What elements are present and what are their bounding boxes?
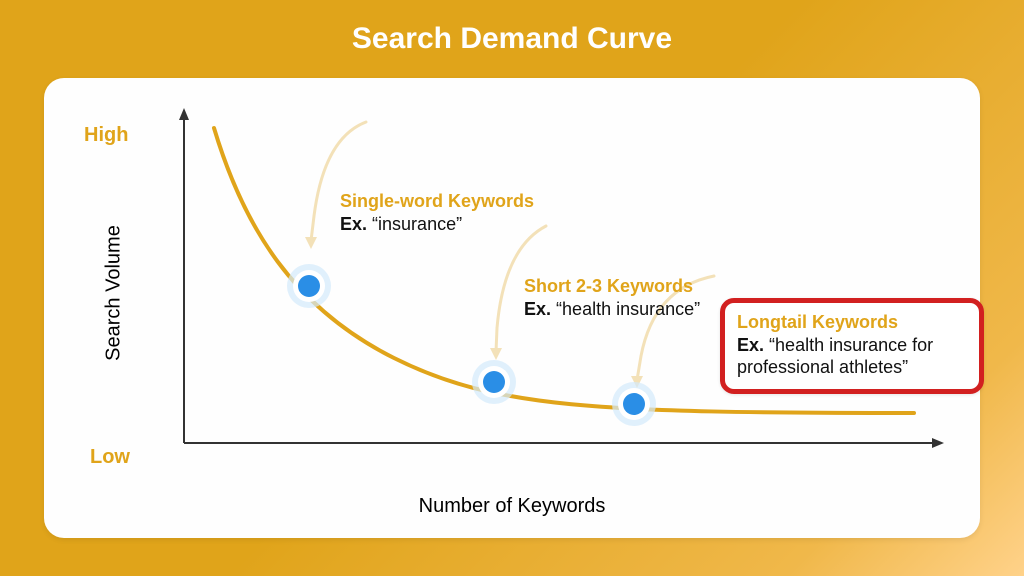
example-text: “insurance”: [372, 214, 462, 234]
chart-area: High Low Search Volume Single-word Keywo…: [84, 98, 944, 478]
annotation-heading: Single-word Keywords: [340, 190, 534, 213]
slide-canvas: Search Demand Curve High Low Search Volu…: [0, 0, 1024, 576]
annotation-heading: Longtail Keywords: [737, 311, 967, 334]
annotation-single-word: Single-word Keywords Ex. “insurance”: [340, 190, 534, 235]
y-axis-low-label: Low: [90, 446, 130, 469]
example-prefix: Ex.: [524, 299, 551, 319]
annotation-example: Ex. “health insurance for professional a…: [737, 334, 967, 379]
annotation-short-keywords: Short 2-3 Keywords Ex. “health insurance…: [524, 275, 700, 320]
example-prefix: Ex.: [340, 214, 367, 234]
annotation-example: Ex. “insurance”: [340, 213, 534, 236]
y-axis-high-label: High: [84, 124, 128, 147]
example-text: “health insurance for professional athle…: [737, 335, 933, 378]
x-axis-title: Number of Keywords: [44, 495, 980, 518]
annotation-longtail-callout: Longtail Keywords Ex. “health insurance …: [720, 298, 984, 394]
annotation-example: Ex. “health insurance”: [524, 298, 700, 321]
example-text: “health insurance”: [556, 299, 700, 319]
example-prefix: Ex.: [737, 335, 764, 355]
chart-card: High Low Search Volume Single-word Keywo…: [44, 78, 980, 538]
y-axis-title: Search Volume: [103, 225, 126, 361]
annotation-heading: Short 2-3 Keywords: [524, 275, 700, 298]
page-title: Search Demand Curve: [0, 22, 1024, 56]
